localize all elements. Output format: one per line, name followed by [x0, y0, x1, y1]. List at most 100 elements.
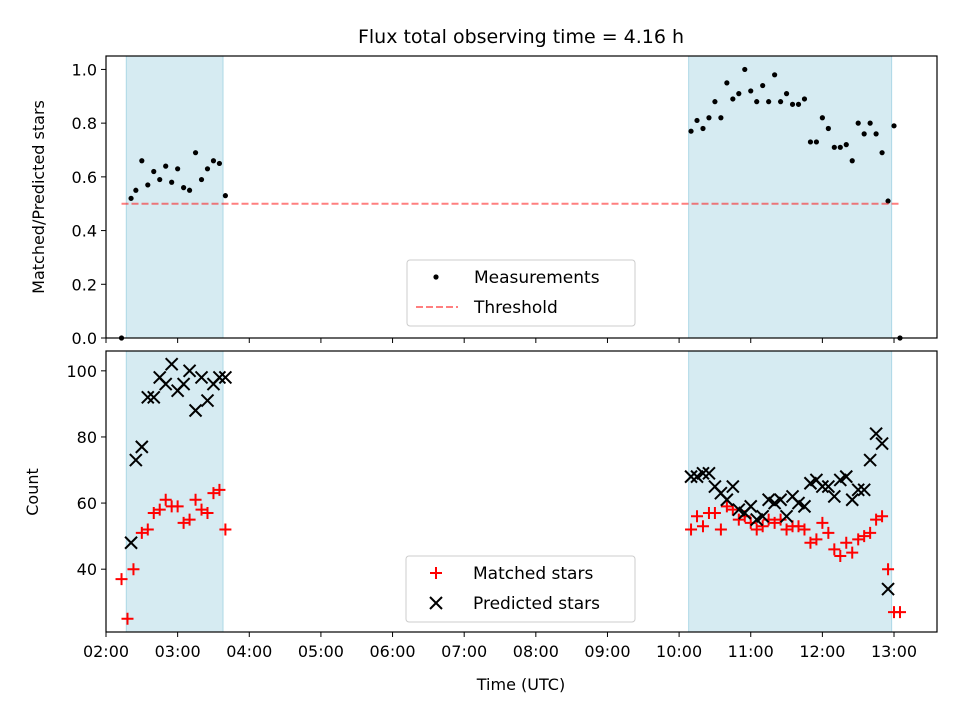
- top-legend-box: [406, 259, 636, 327]
- predicted-star-point: [863, 453, 877, 467]
- measurement-point: [128, 195, 134, 201]
- measurement-point: [837, 144, 843, 150]
- predicted-star-point: [194, 370, 209, 385]
- measurement-point: [204, 166, 211, 172]
- measurement-point: [849, 158, 855, 164]
- predicted-star-point: [158, 377, 173, 391]
- top-y-axis-label: Matched/Predicted stars: [29, 100, 48, 294]
- measurement-point: [789, 101, 796, 107]
- measurement-point: [192, 150, 199, 156]
- measurement-point: [777, 99, 784, 105]
- predicted-star-point: [720, 493, 734, 507]
- legend-predicted-label: Predicted stars: [473, 594, 600, 614]
- measurement-point: [736, 91, 742, 97]
- x-tick-label: 11:00: [728, 642, 774, 661]
- legend-predicted-marker: [429, 596, 443, 610]
- measurement-point: [819, 115, 825, 121]
- measurement-point: [151, 168, 157, 175]
- top-panel: 0.0 0.2 0.4 0.6 0.8 1.0: [72, 55, 938, 348]
- measurement-point: [855, 120, 861, 126]
- predicted-star-point: [124, 536, 138, 550]
- x-tick-label: 02:00: [83, 642, 129, 661]
- matched-star-point: [153, 503, 166, 516]
- matched-star-point: [882, 563, 895, 576]
- measurement-point: [139, 158, 145, 164]
- matched-star-point: [219, 523, 232, 536]
- measurement-point: [843, 142, 849, 148]
- matched-star-point: [864, 526, 877, 539]
- predicted-star-point: [182, 364, 197, 378]
- matched-star-point: [798, 523, 811, 536]
- matched-star-point: [183, 513, 196, 526]
- measurement-point: [861, 131, 867, 137]
- predicted-star-point: [684, 469, 698, 484]
- matched-star-point: [159, 493, 172, 506]
- measurement-point: [742, 66, 748, 73]
- predicted-star-point: [869, 426, 883, 441]
- matched-star-point: [893, 606, 906, 619]
- x-tick-label: 08:00: [513, 642, 559, 661]
- measurement-point: [712, 99, 718, 105]
- legend-matched-marker: [430, 567, 442, 579]
- matched-star-point: [121, 612, 134, 625]
- measurement-point: [157, 176, 163, 183]
- x-tick-label: 07:00: [441, 642, 487, 661]
- bottom-y-tick-label: 40: [77, 560, 97, 579]
- predicted-star-point: [129, 453, 143, 467]
- top-shaded-band-0: [126, 56, 224, 338]
- top-axes-frame: [105, 55, 938, 339]
- measurement-point: [754, 99, 760, 105]
- matched-star-point: [171, 500, 184, 513]
- predicted-star-point: [821, 479, 836, 494]
- top-y-tick-label: 0.4: [72, 222, 97, 241]
- predicted-star-point: [218, 370, 233, 385]
- x-tick-label: 05:00: [298, 642, 344, 661]
- matched-star-point: [834, 549, 847, 562]
- matched-star-point: [714, 523, 727, 536]
- matched-star-point: [816, 516, 829, 529]
- predicted-star-point: [176, 377, 191, 391]
- matched-star-point: [201, 506, 214, 519]
- matched-star-point: [189, 493, 202, 506]
- chart-title: Flux total observing time = 4.16 h: [358, 26, 684, 48]
- x-axis-label: Time (UTC): [476, 675, 565, 694]
- matched-star-point: [756, 520, 769, 533]
- top-legend: Measurements Threshold: [406, 259, 636, 327]
- measurement-point: [766, 99, 772, 105]
- predicted-star-point: [779, 509, 794, 524]
- top-shaded-band-1: [688, 56, 892, 338]
- measurement-point: [831, 144, 837, 150]
- legend-measurements-marker: [433, 274, 439, 280]
- bottom-legend: Matched stars Predicted stars: [405, 555, 636, 623]
- measurement-point: [825, 125, 831, 132]
- predicted-star-point: [212, 370, 227, 385]
- bottom-y-tick-label: 80: [77, 428, 97, 447]
- top-y-tick-label: 0.8: [72, 114, 97, 133]
- bottom-axes-frame: [105, 350, 938, 633]
- bottom-legend-box: [405, 555, 636, 623]
- x-tick-label: 04:00: [226, 642, 272, 661]
- measurement-point: [175, 166, 181, 172]
- measurement-point: [718, 115, 724, 121]
- measurement-point: [145, 182, 151, 188]
- bottom-panel: 40 60 80 100 02:00 03:00 04:00 05:00 06:00 07:00 0…: [66, 350, 938, 661]
- bottom-y-tick-label: 60: [77, 494, 97, 513]
- matched-star-point: [115, 573, 128, 586]
- matched-star-point: [685, 523, 698, 536]
- measurement-point: [730, 96, 736, 102]
- matched-star-point: [708, 506, 721, 519]
- measurement-point: [694, 117, 700, 124]
- predicted-star-point: [188, 403, 203, 418]
- predicted-star-point: [702, 466, 716, 481]
- x-tick-label: 03:00: [155, 642, 201, 661]
- measurement-point: [181, 185, 187, 191]
- measurement-point: [706, 115, 712, 121]
- measurement-point: [163, 163, 169, 169]
- measurement-point: [186, 187, 193, 193]
- predicted-star-point: [696, 466, 710, 481]
- measurement-point: [222, 193, 228, 199]
- measurement-point: [813, 139, 820, 145]
- measurement-point: [216, 160, 223, 167]
- predicted-star-point: [755, 509, 770, 524]
